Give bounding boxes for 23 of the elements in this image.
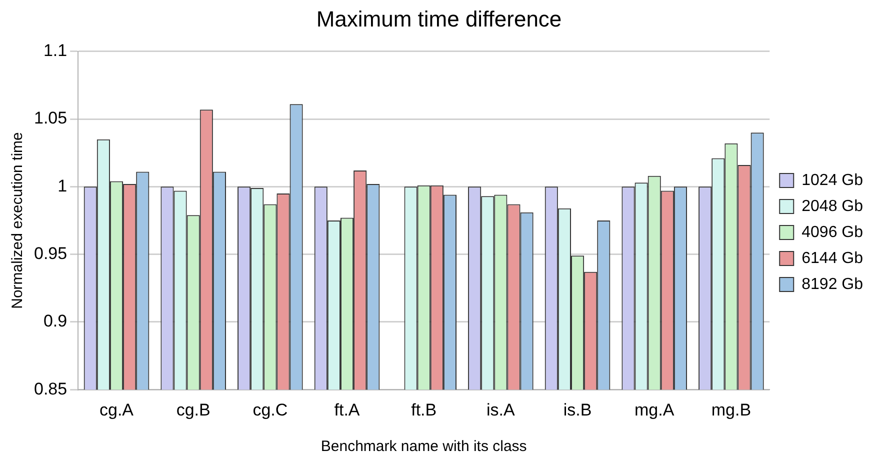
x-tick-label: mg.B bbox=[711, 400, 752, 420]
y-tick-label: 1.05 bbox=[34, 108, 68, 128]
x-tick-label: cg.A bbox=[99, 400, 134, 420]
y-axis-title: Normalized execution time bbox=[9, 132, 26, 309]
y-tick-label: 0.85 bbox=[34, 379, 68, 398]
y-tick-label: 0.9 bbox=[43, 312, 68, 331]
x-tick-label: is.A bbox=[486, 400, 516, 420]
y-tick-label: 1.1 bbox=[43, 41, 68, 60]
legend-label: 1024 Gb bbox=[802, 172, 864, 189]
x-tick-label: is.B bbox=[563, 400, 592, 420]
x-tick-label: ft.B bbox=[411, 400, 437, 420]
x-tick-label: cg.B bbox=[176, 400, 210, 420]
legend-label: 2048 Gb bbox=[802, 198, 864, 215]
x-tick-label: cg.C bbox=[252, 400, 288, 420]
legend-label: 6144 Gb bbox=[802, 250, 864, 267]
x-tick-label: mg.A bbox=[634, 400, 675, 420]
chart-title: Maximum time difference bbox=[316, 6, 562, 32]
legend-label: 4096 Gb bbox=[802, 224, 864, 241]
x-tick-label: ft.A bbox=[334, 400, 360, 420]
legend-label: 8192 Gb bbox=[802, 276, 864, 293]
y-tick-label: 1 bbox=[58, 176, 68, 196]
x-axis-title: Benchmark name with its class bbox=[320, 438, 527, 456]
y-tick-label: 0.95 bbox=[34, 244, 68, 264]
